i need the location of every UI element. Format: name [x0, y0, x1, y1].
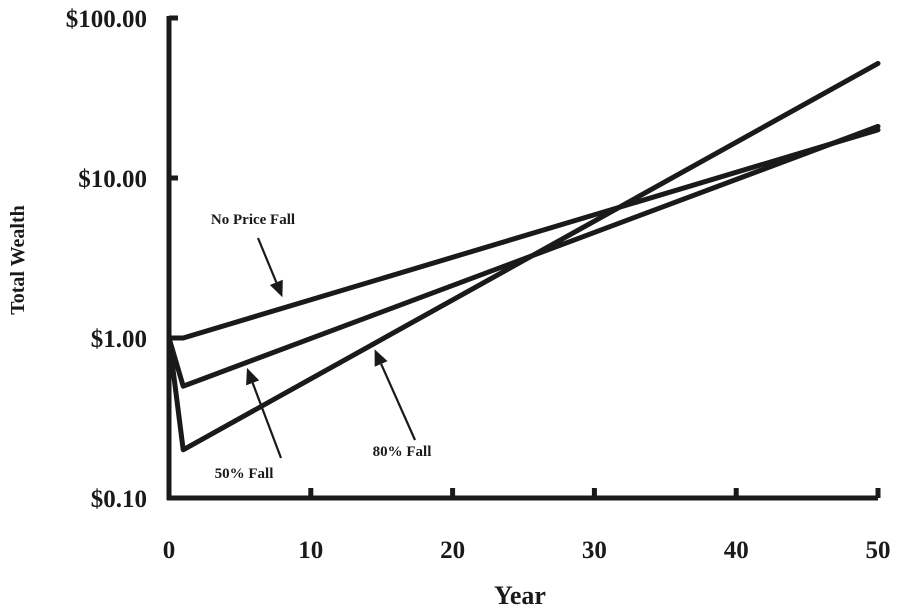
- y-tick-label: $100.00: [66, 6, 147, 33]
- annotation-label: 50% Fall: [215, 466, 274, 482]
- series-line-1: [166, 127, 881, 341]
- annotation-arrow-line: [380, 363, 417, 441]
- x-axis-title: Year: [494, 581, 546, 610]
- x-tick-label: 10: [298, 537, 323, 564]
- annotation-label: 80% Fall: [373, 444, 432, 460]
- series-line-3: [166, 60, 881, 453]
- x-tick-label: 40: [724, 537, 749, 564]
- annotation-label: No Price Fall: [211, 212, 295, 228]
- x-tick-label: 20: [440, 537, 465, 564]
- annotation-arrow-head: [269, 279, 283, 298]
- y-tick-label: $1.00: [91, 326, 147, 353]
- x-tick-label: 30: [582, 537, 607, 564]
- series-lines: [166, 60, 881, 453]
- y-tick-label: $10.00: [78, 166, 147, 193]
- annotation-arrow-head: [246, 367, 260, 386]
- y-tick-label: $0.10: [91, 486, 147, 513]
- annotations: No Price Fall 50% Fall 80% Fall: [211, 212, 431, 482]
- series-line-2: [166, 123, 881, 389]
- axes: $0.10 $1.00 $10.00 $100.00 0 10 20 30 40 50: [66, 6, 891, 564]
- x-tick-label: 50: [866, 537, 891, 564]
- annotation-arrow-head: [374, 349, 388, 367]
- annotation-arrow-line: [256, 237, 278, 283]
- annotation-arrow-line: [251, 382, 283, 459]
- y-axis-title: Total Wealth: [7, 205, 29, 314]
- x-tick-label: 0: [163, 537, 176, 564]
